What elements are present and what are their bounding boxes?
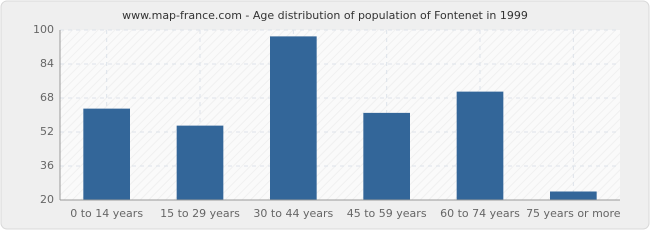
- bar: [176, 125, 224, 200]
- bar: [456, 91, 504, 200]
- y-tick-label: 68: [40, 91, 54, 104]
- y-tick-label: 52: [40, 125, 54, 138]
- bar: [83, 108, 130, 200]
- bar: [270, 36, 317, 200]
- y-tick-label: 36: [40, 159, 54, 172]
- y-tick-label: 100: [33, 23, 54, 36]
- x-tick-label: 75 years or more: [526, 207, 621, 220]
- chart-title: www.map-france.com - Age distribution of…: [122, 9, 528, 22]
- x-tick-label: 30 to 44 years: [253, 207, 333, 220]
- bar: [550, 191, 597, 200]
- bar: [363, 112, 410, 200]
- chart: www.map-france.com - Age distribution of…: [0, 0, 650, 230]
- x-tick-label: 45 to 59 years: [347, 207, 427, 220]
- x-tick-label: 15 to 29 years: [160, 207, 240, 220]
- y-tick-label: 84: [40, 57, 54, 70]
- y-tick-label: 20: [40, 193, 54, 206]
- x-tick-label: 60 to 74 years: [440, 207, 520, 220]
- x-tick-label: 0 to 14 years: [70, 207, 143, 220]
- plot-area: [60, 30, 620, 200]
